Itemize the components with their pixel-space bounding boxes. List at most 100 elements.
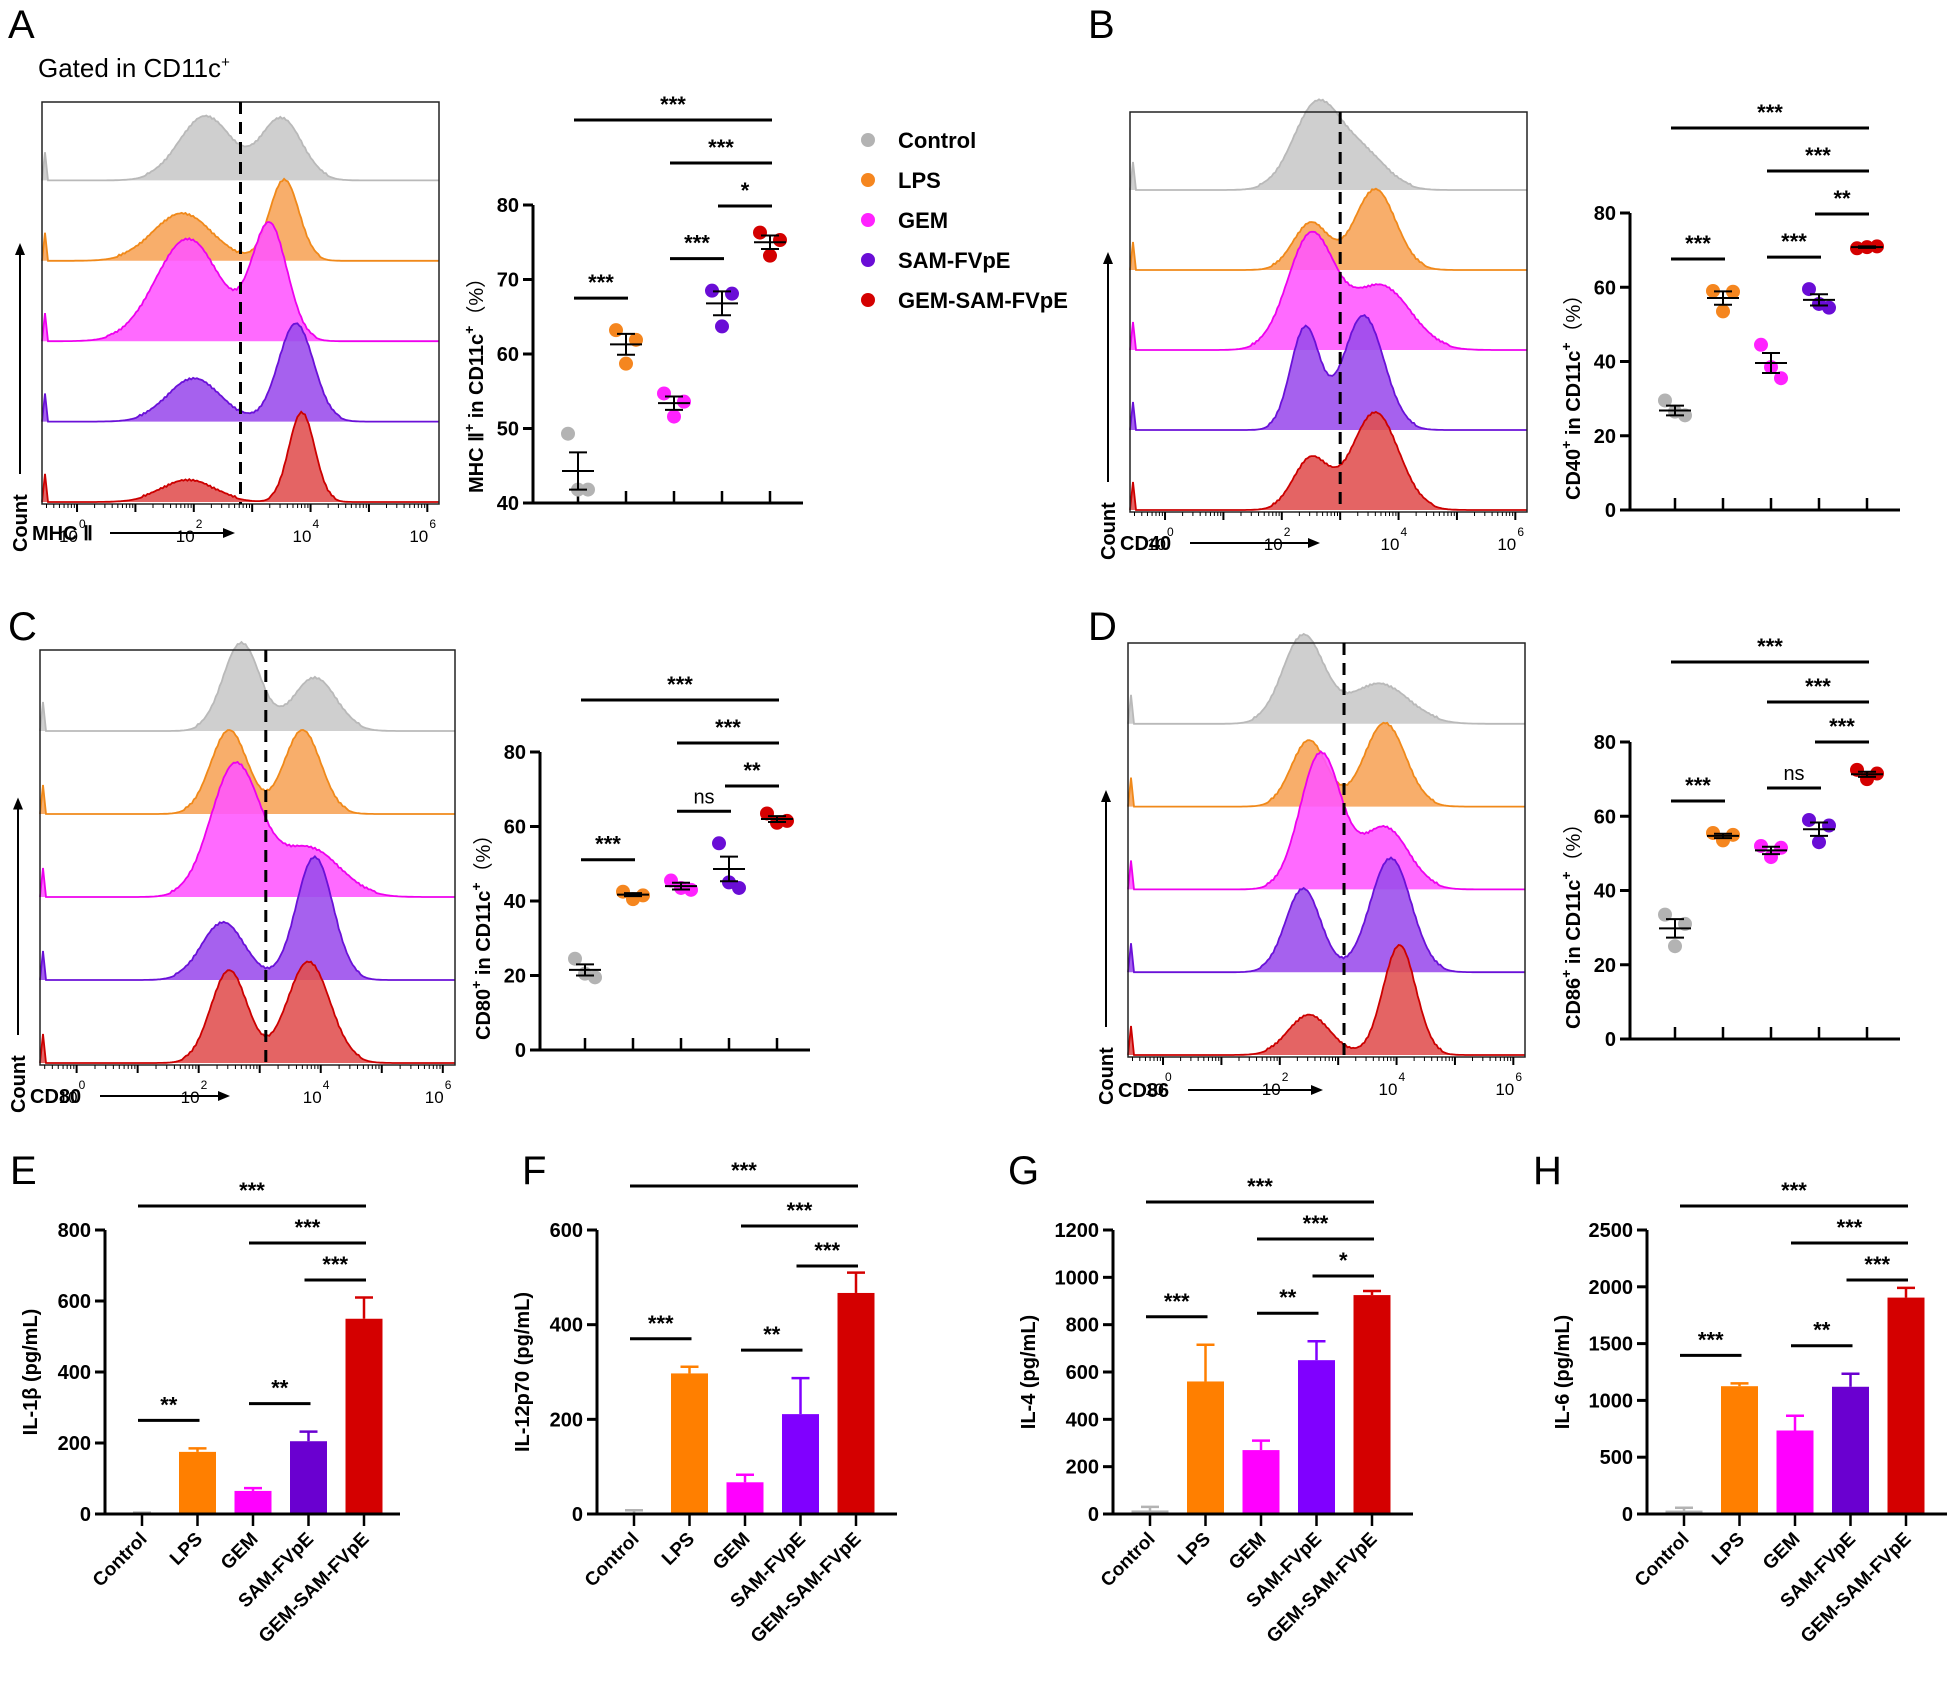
y-axis-label-part: +	[1558, 342, 1574, 350]
y-axis-label: IL-1β (pg/mL)	[20, 1309, 42, 1436]
hist-line-control	[1129, 98, 1527, 191]
y-tick-label: 60	[497, 344, 519, 366]
bar-gem	[1776, 1430, 1814, 1514]
y-axis-label: MHC Ⅱ+ in CD11c+（%）	[461, 268, 488, 493]
y-tick-label: 0	[1605, 500, 1616, 522]
y-tick-label: 1000	[1055, 1267, 1100, 1289]
y-axis-label: IL-6 (pg/mL)	[1552, 1315, 1574, 1429]
hist-line-control	[39, 640, 455, 732]
x-axis-arrow-head	[1308, 538, 1320, 548]
x-axis-label: CD80	[30, 1086, 81, 1108]
y-axis-label-part: in CD11c	[1563, 880, 1585, 970]
bar-gem-sam-fvpe	[1353, 1295, 1391, 1514]
x-tick-exponent-2: 2	[201, 1078, 208, 1092]
data-point-sam-fvpe	[1822, 818, 1836, 833]
significance-label: ***	[1247, 1174, 1273, 1199]
y-axis-label-part: CD86	[1563, 978, 1585, 1029]
hist-fill-gem-sam-fvpe	[1130, 411, 1527, 510]
hist-fill-lps	[40, 729, 455, 814]
hist-fill-gem	[40, 762, 455, 897]
panel-letter-b: B	[1088, 3, 1115, 47]
legend-marker-3	[861, 253, 875, 267]
data-point-gem	[1774, 371, 1788, 386]
significance-label: ***	[1864, 1252, 1890, 1277]
x-tick-label-control: Control	[1631, 1529, 1694, 1592]
y-tick-label: 40	[504, 891, 526, 913]
bar-sam-fvpe	[1298, 1360, 1335, 1514]
bar-gem	[1242, 1450, 1280, 1514]
x-tick-label-6: 10	[425, 1088, 444, 1107]
x-tick-label-gem: GEM	[1225, 1529, 1270, 1574]
hist-line-gem-sam-fvpe	[39, 960, 455, 1064]
data-point-lps	[1706, 283, 1720, 298]
y-axis-label-part: +	[1558, 970, 1574, 978]
significance-label: ***	[322, 1252, 348, 1277]
x-tick-label-4: 10	[1379, 1080, 1398, 1099]
y-tick-label: 40	[1594, 352, 1616, 374]
data-point-control	[581, 482, 595, 497]
hist-frame	[1127, 642, 1526, 1058]
significance-label: ***	[588, 270, 614, 295]
hist-fill-sam-fvpe	[1130, 315, 1527, 430]
x-tick-label-6: 10	[1497, 535, 1516, 554]
y-tick-label: 2000	[1589, 1277, 1634, 1299]
data-point-gem	[667, 409, 681, 424]
y-axis-label-part: in CD11c	[1563, 351, 1585, 441]
y-axis-label-part: +	[461, 424, 477, 432]
y-tick-label: 20	[1594, 426, 1616, 448]
y-axis-label-part: in CD11c	[466, 334, 488, 424]
panel-letter-f: F	[522, 1149, 546, 1193]
y-tick-label: 40	[497, 493, 519, 515]
x-tick-label-gem: GEM	[709, 1529, 754, 1574]
data-point-gem-sam-fvpe	[1860, 772, 1874, 787]
significance-label: **	[271, 1376, 289, 1401]
y-axis-label-part: +	[1558, 441, 1574, 449]
bar-control	[1131, 1510, 1169, 1514]
y-tick-label: 40	[1594, 881, 1616, 903]
x-tick-label-6: 10	[1495, 1080, 1514, 1099]
data-point-sam-fvpe	[722, 875, 736, 890]
significance-label: ***	[648, 1311, 674, 1336]
significance-label: ***	[239, 1178, 265, 1203]
hist-fill-gem-sam-fvpe	[40, 961, 455, 1063]
y-axis-label-part: （%）	[465, 268, 488, 326]
y-axis-label-part: CD40	[1563, 449, 1585, 500]
y-tick-label: 0	[80, 1504, 91, 1526]
y-tick-label: 200	[58, 1433, 91, 1455]
data-point-lps	[1726, 284, 1740, 299]
y-axis-arrow-head	[1103, 252, 1113, 264]
y-tick-label: 400	[58, 1362, 91, 1384]
y-tick-label: 70	[497, 270, 519, 292]
legend-label-2: GEM	[898, 208, 948, 233]
panel-letter-d: D	[1088, 605, 1117, 649]
y-axis-label-part: +	[1558, 871, 1574, 879]
x-tick-label-0: 10	[59, 1088, 78, 1107]
significance-label: ***	[595, 832, 621, 857]
y-axis-label-part: MHC Ⅱ	[466, 432, 488, 493]
significance-label: **	[1833, 186, 1851, 211]
data-point-lps	[619, 356, 633, 371]
y-tick-label: 60	[504, 817, 526, 839]
significance-label: ***	[295, 1215, 321, 1240]
x-tick-label-2: 10	[181, 1088, 200, 1107]
x-tick-label-4: 10	[1381, 535, 1400, 554]
y-axis-arrow-head	[1101, 790, 1111, 802]
hist-fill-sam-fvpe	[40, 856, 455, 980]
y-axis-label-part: （%）	[472, 825, 495, 883]
data-point-gem-sam-fvpe	[753, 225, 767, 240]
hist-line-sam-fvpe	[1127, 856, 1525, 974]
legend-marker-0	[861, 133, 875, 147]
panel-letter-e: E	[10, 1149, 37, 1193]
data-point-control	[1668, 939, 1682, 954]
hist-line-gem	[41, 221, 439, 343]
significance-label: ***	[731, 1158, 757, 1183]
y-axis-label-part: in CD11c	[473, 891, 495, 981]
y-tick-label: 600	[550, 1220, 583, 1242]
